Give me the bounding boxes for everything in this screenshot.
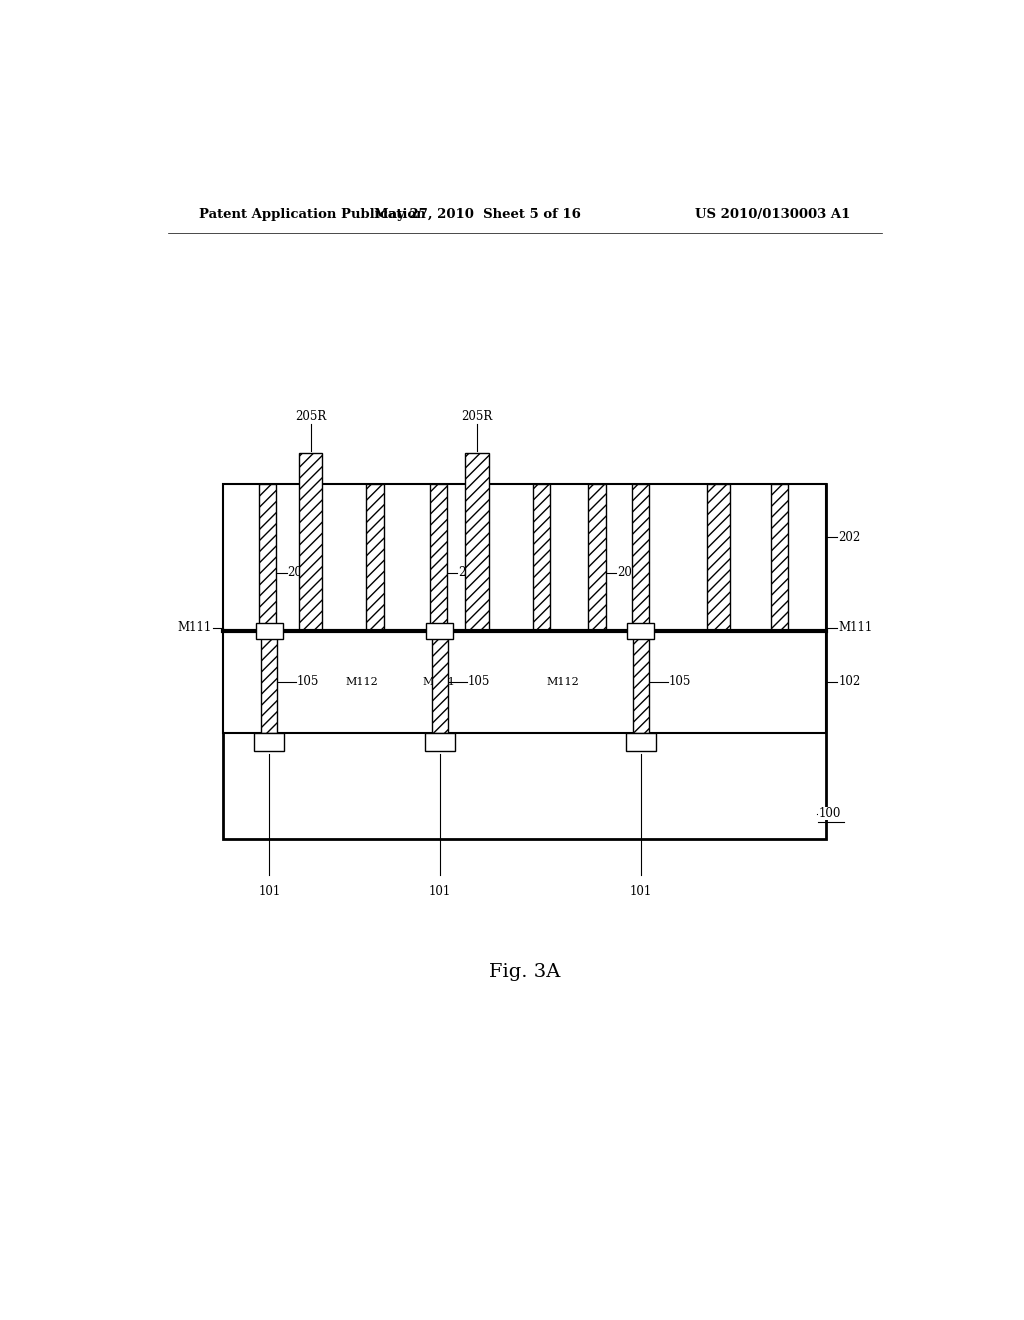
Text: 205: 205 [288, 566, 310, 579]
Text: 105: 105 [669, 676, 691, 688]
Bar [588, 483, 606, 631]
Bar [261, 631, 278, 733]
Text: Patent Application Publication: Patent Application Publication [200, 207, 426, 220]
Bar [532, 483, 550, 631]
Bar [254, 733, 285, 751]
Bar [223, 631, 826, 733]
Bar [771, 483, 788, 631]
Text: M112: M112 [346, 677, 379, 686]
Bar [223, 483, 826, 631]
Bar [425, 733, 455, 751]
Text: 105: 105 [297, 676, 319, 688]
Bar [708, 483, 729, 631]
Text: 205R: 205R [462, 409, 493, 422]
Text: M111: M111 [423, 677, 456, 686]
Text: 205: 205 [616, 566, 639, 579]
Text: M111: M111 [839, 622, 872, 635]
Bar [432, 631, 447, 733]
Text: 101: 101 [630, 886, 652, 898]
Text: 102: 102 [839, 676, 860, 688]
Text: Fig. 3A: Fig. 3A [489, 962, 560, 981]
Text: 101: 101 [429, 886, 451, 898]
Text: May 27, 2010  Sheet 5 of 16: May 27, 2010 Sheet 5 of 16 [374, 207, 581, 220]
Bar [367, 483, 384, 631]
Text: 205: 205 [458, 566, 480, 579]
Text: M111: M111 [177, 622, 211, 635]
Bar [426, 623, 454, 639]
Text: M112: M112 [547, 677, 580, 686]
Text: US 2010/0130003 A1: US 2010/0130003 A1 [695, 207, 850, 220]
Bar [465, 453, 489, 631]
Text: 205R: 205R [295, 409, 327, 422]
Bar [626, 733, 655, 751]
Text: 100: 100 [818, 808, 841, 821]
Bar [259, 483, 276, 631]
Text: 101: 101 [258, 886, 281, 898]
Text: 202: 202 [839, 531, 860, 544]
Bar [299, 453, 323, 631]
Text: 105: 105 [468, 676, 490, 688]
Bar [256, 623, 283, 639]
Bar [223, 483, 826, 840]
Bar [627, 623, 654, 639]
Bar [633, 631, 648, 733]
Bar [632, 483, 649, 631]
Bar [430, 483, 447, 631]
